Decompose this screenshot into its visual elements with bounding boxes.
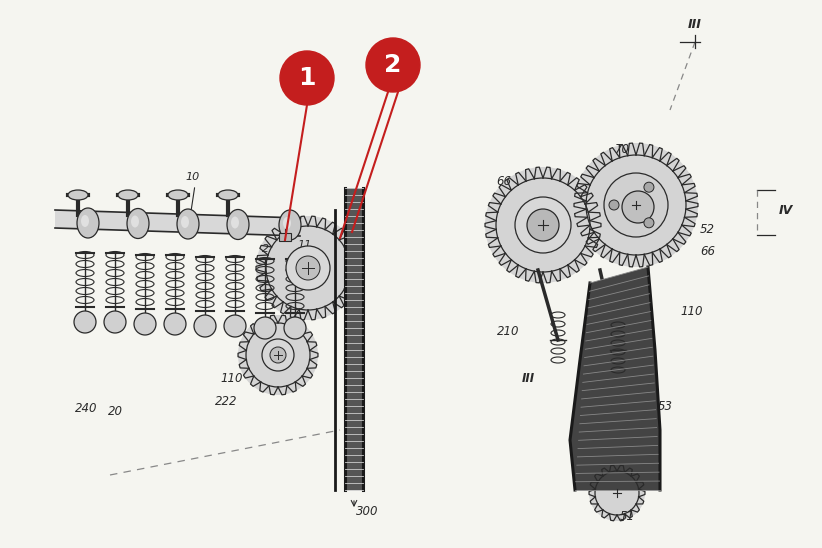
Ellipse shape [77, 208, 99, 238]
Text: 10: 10 [186, 172, 200, 182]
Circle shape [527, 209, 559, 241]
Circle shape [164, 313, 186, 335]
FancyBboxPatch shape [345, 188, 363, 490]
Text: 110: 110 [220, 372, 242, 385]
Circle shape [284, 317, 306, 339]
Circle shape [280, 51, 334, 105]
Ellipse shape [81, 215, 89, 227]
Text: 66: 66 [700, 245, 715, 258]
Circle shape [256, 216, 360, 320]
Ellipse shape [68, 190, 88, 200]
Ellipse shape [279, 210, 301, 240]
Circle shape [589, 465, 645, 521]
Ellipse shape [283, 217, 291, 229]
Text: 222: 222 [215, 395, 238, 408]
Circle shape [104, 311, 126, 333]
Circle shape [74, 311, 96, 333]
Circle shape [515, 197, 571, 253]
Circle shape [644, 182, 654, 192]
Circle shape [485, 167, 601, 283]
Circle shape [238, 315, 318, 395]
Ellipse shape [127, 208, 149, 238]
Circle shape [366, 38, 420, 92]
Text: 110: 110 [680, 305, 703, 318]
Ellipse shape [218, 190, 238, 200]
Text: III: III [688, 18, 702, 31]
Polygon shape [570, 267, 660, 490]
Ellipse shape [131, 215, 139, 227]
Text: 240: 240 [75, 402, 98, 415]
Text: 52: 52 [345, 240, 359, 250]
Text: III: III [522, 372, 535, 385]
Circle shape [134, 313, 156, 335]
Ellipse shape [118, 190, 138, 200]
Text: 210: 210 [497, 325, 520, 338]
Circle shape [194, 315, 216, 337]
Circle shape [254, 317, 276, 339]
FancyBboxPatch shape [279, 233, 291, 241]
Text: 66: 66 [496, 175, 511, 188]
Text: 53: 53 [658, 400, 673, 413]
Text: 20: 20 [108, 405, 123, 418]
Text: 300: 300 [356, 505, 378, 518]
Text: 1: 1 [298, 66, 316, 90]
Text: 51: 51 [620, 510, 635, 523]
Circle shape [574, 143, 698, 267]
Circle shape [622, 191, 654, 223]
Text: 70: 70 [615, 143, 630, 156]
Circle shape [262, 339, 294, 371]
Circle shape [644, 218, 654, 228]
Text: 2: 2 [262, 244, 269, 254]
FancyBboxPatch shape [25, 165, 335, 435]
Text: 2: 2 [385, 53, 402, 77]
Circle shape [604, 173, 668, 237]
Text: 52: 52 [700, 223, 715, 236]
Ellipse shape [168, 190, 188, 200]
Polygon shape [55, 210, 300, 236]
Circle shape [270, 347, 286, 363]
Circle shape [296, 256, 320, 280]
Ellipse shape [181, 216, 189, 228]
Text: 11: 11 [297, 240, 312, 250]
Text: IV: IV [779, 203, 793, 216]
Circle shape [224, 315, 246, 337]
Ellipse shape [227, 209, 249, 239]
Ellipse shape [177, 209, 199, 239]
Ellipse shape [231, 216, 239, 229]
Circle shape [286, 246, 330, 290]
Circle shape [609, 200, 619, 210]
